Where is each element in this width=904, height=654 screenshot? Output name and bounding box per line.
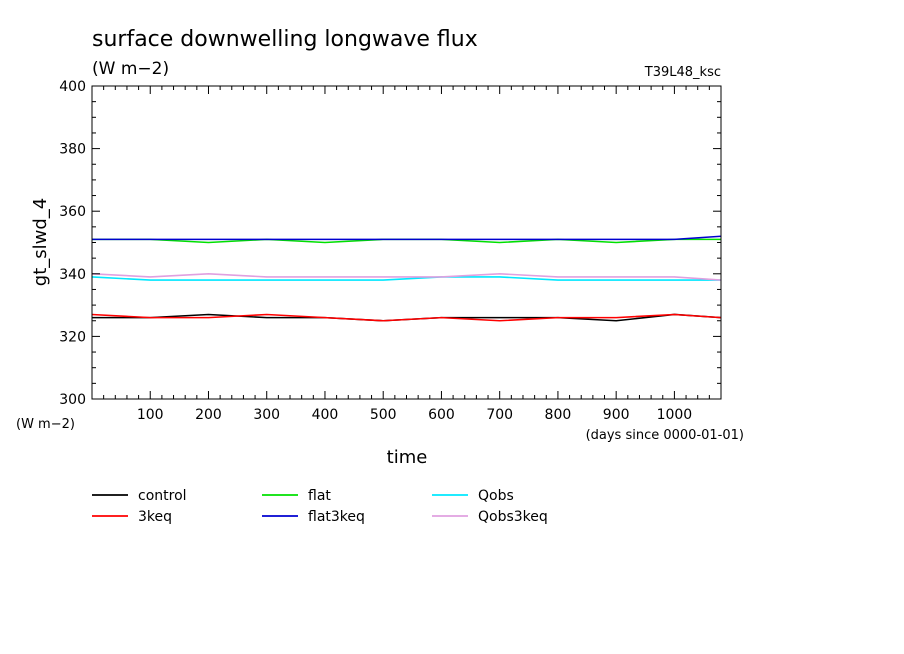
x-tick-label: 500 — [370, 407, 397, 423]
legend-label-control: control — [138, 488, 187, 504]
y-axis: 300 320 340 360 380 400 — [59, 79, 721, 408]
x-axis-units: (days since 0000-01-01) — [586, 428, 744, 443]
chart-title: surface downwelling longwave flux — [92, 27, 478, 52]
x-axis-label: time — [387, 447, 428, 468]
x-tick-label: 100 — [137, 407, 164, 423]
minor-ticks — [92, 86, 721, 399]
legend: control 3keq flat flat3keq Qobs Qobs3keq — [92, 488, 548, 525]
y-tick-label: 300 — [59, 392, 86, 408]
x-tick-label: 900 — [603, 407, 630, 423]
y-tick-label: 340 — [59, 267, 86, 283]
y-tick-label: 360 — [59, 204, 86, 220]
legend-label-Qobs: Qobs — [478, 488, 514, 504]
y-tick-label: 380 — [59, 142, 86, 158]
series-layer — [91, 235, 722, 322]
legend-label-flat3keq: flat3keq — [308, 509, 365, 525]
x-tick-label: 800 — [545, 407, 572, 423]
legend-label-Qobs3keq: Qobs3keq — [478, 509, 548, 525]
x-tick-label: 600 — [428, 407, 455, 423]
chart-units: (W m−2) — [92, 59, 169, 79]
y-axis-units: (W m−2) — [16, 417, 75, 432]
legend-label-flat: flat — [308, 488, 331, 504]
x-tick-label: 700 — [486, 407, 513, 423]
x-tick-label: 1000 — [657, 407, 693, 423]
y-axis-label: gt_slwd_4 — [30, 198, 51, 286]
x-tick-label: 300 — [253, 407, 280, 423]
y-tick-label: 320 — [59, 329, 86, 345]
series-line-Qobs — [91, 276, 721, 281]
run-label: T39L48_ksc — [644, 65, 721, 80]
x-axis: 100 200 300 400 500 600 700 800 900 1000 — [137, 86, 692, 423]
series-line-Qobs3keq — [91, 272, 722, 281]
x-tick-label: 200 — [195, 407, 222, 423]
series-line-flat3keq — [92, 235, 722, 241]
x-tick-label: 400 — [312, 407, 339, 423]
y-tick-label: 400 — [59, 79, 86, 95]
series-line-3keq — [91, 313, 722, 322]
legend-label-3keq: 3keq — [138, 509, 172, 525]
